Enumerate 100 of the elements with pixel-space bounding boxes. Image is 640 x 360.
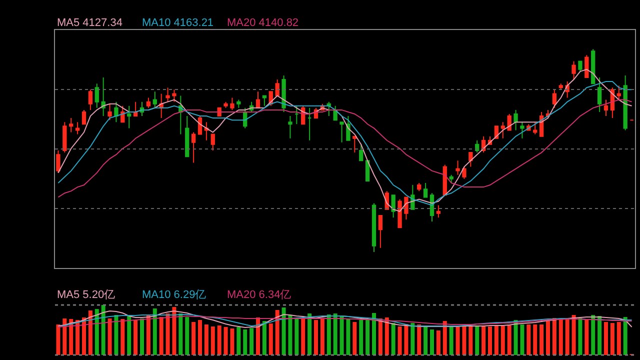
candlestick bbox=[69, 118, 74, 133]
bar bbox=[584, 319, 589, 355]
candlestick bbox=[584, 54, 589, 78]
bar bbox=[152, 308, 157, 355]
bar bbox=[565, 318, 570, 355]
bar bbox=[462, 326, 466, 355]
bar bbox=[424, 326, 428, 355]
bar bbox=[217, 326, 222, 355]
candlestick bbox=[372, 202, 376, 252]
candlestick bbox=[616, 85, 621, 100]
candlestick bbox=[449, 174, 454, 184]
candlestick bbox=[417, 182, 422, 192]
candlestick bbox=[520, 122, 524, 139]
candlestick bbox=[591, 48, 596, 84]
candlestick bbox=[578, 60, 582, 72]
bar bbox=[500, 326, 505, 355]
candlestick bbox=[204, 122, 209, 141]
bar bbox=[526, 324, 531, 355]
candlestick bbox=[604, 99, 608, 117]
bar bbox=[172, 307, 176, 355]
bar bbox=[442, 321, 447, 355]
bar bbox=[333, 314, 338, 355]
candlestick bbox=[398, 198, 402, 228]
candlestick bbox=[288, 116, 292, 139]
bar bbox=[294, 319, 299, 355]
bar bbox=[120, 319, 125, 355]
candlestick bbox=[133, 101, 138, 117]
candlestick bbox=[307, 107, 312, 141]
bar bbox=[236, 327, 241, 355]
candlestick bbox=[514, 109, 518, 131]
bar bbox=[320, 318, 324, 355]
candlestick bbox=[88, 89, 93, 110]
bar bbox=[275, 310, 280, 355]
candlestick bbox=[127, 105, 132, 129]
candlestick bbox=[191, 132, 196, 164]
bar bbox=[616, 322, 621, 355]
candlestick bbox=[152, 91, 157, 108]
text: MA5 4127.34 bbox=[57, 17, 122, 29]
candlestick bbox=[462, 166, 466, 180]
candlestick bbox=[456, 160, 460, 176]
candlestick bbox=[114, 101, 118, 123]
bar bbox=[558, 319, 563, 355]
bar bbox=[62, 318, 67, 355]
candlestick bbox=[365, 160, 370, 182]
bar bbox=[204, 324, 208, 355]
bar bbox=[520, 324, 524, 355]
bar bbox=[456, 327, 460, 355]
candlestick bbox=[597, 76, 602, 112]
bar bbox=[494, 326, 498, 355]
candlestick bbox=[101, 76, 106, 117]
candlestick bbox=[533, 122, 538, 135]
bar bbox=[488, 326, 492, 355]
candlestick bbox=[558, 83, 563, 90]
candlestick bbox=[166, 87, 170, 102]
bar bbox=[578, 318, 582, 355]
candlestick bbox=[500, 122, 505, 139]
candlestick bbox=[340, 122, 344, 143]
candlestick bbox=[404, 196, 408, 220]
candlestick bbox=[282, 74, 286, 112]
bar bbox=[378, 318, 382, 355]
candlestick bbox=[623, 74, 628, 131]
bar bbox=[282, 308, 286, 355]
candlestick bbox=[224, 101, 228, 108]
bar bbox=[398, 326, 402, 355]
series-label: MA5 5.20亿 bbox=[57, 289, 116, 301]
bar bbox=[475, 326, 480, 355]
candlestick bbox=[185, 116, 190, 158]
bar bbox=[140, 318, 144, 355]
bar bbox=[623, 317, 628, 355]
bar bbox=[430, 330, 434, 355]
candlestick bbox=[146, 97, 151, 108]
series-label: MA20 6.34亿 bbox=[227, 289, 292, 301]
bar bbox=[514, 320, 518, 355]
bar bbox=[178, 314, 183, 355]
candlestick bbox=[378, 214, 383, 248]
candlestick bbox=[475, 140, 480, 154]
bar bbox=[301, 318, 306, 355]
bar bbox=[546, 321, 550, 355]
candlestick bbox=[256, 91, 260, 108]
bar bbox=[230, 328, 234, 355]
candlestick bbox=[172, 89, 176, 102]
bar bbox=[468, 326, 473, 355]
bar bbox=[352, 322, 357, 355]
bar bbox=[346, 319, 350, 355]
bar bbox=[314, 320, 318, 355]
candlestick bbox=[262, 95, 267, 106]
candlestick bbox=[159, 93, 164, 119]
candlestick bbox=[82, 109, 86, 125]
text: MA20 4140.82 bbox=[227, 17, 299, 29]
bar bbox=[340, 316, 344, 355]
candlestick bbox=[552, 89, 557, 108]
bar bbox=[598, 316, 602, 355]
bar bbox=[224, 327, 228, 355]
candlestick bbox=[56, 150, 60, 174]
candlestick bbox=[436, 204, 441, 218]
bar bbox=[166, 314, 170, 355]
bar bbox=[198, 320, 202, 355]
bar bbox=[69, 319, 74, 355]
candlestick bbox=[62, 122, 67, 154]
bar bbox=[308, 314, 312, 355]
